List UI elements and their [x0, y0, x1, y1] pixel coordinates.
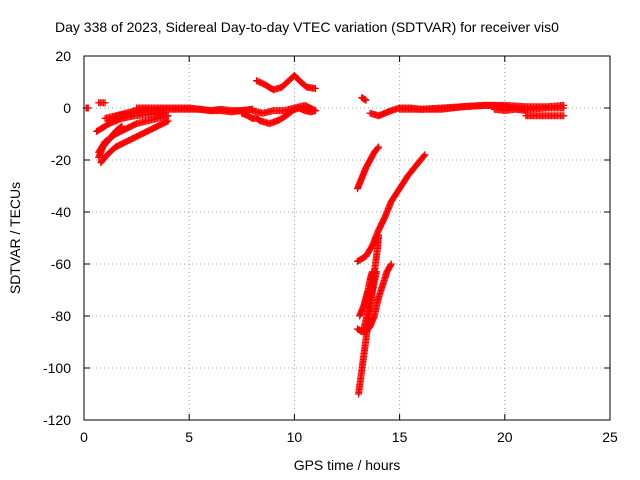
y-tick-label: -60 — [51, 256, 71, 272]
x-axis-label: GPS time / hours — [294, 457, 401, 473]
y-tick-label: -20 — [51, 152, 71, 168]
data-point — [164, 117, 172, 125]
data-point — [421, 151, 429, 159]
data-point — [101, 99, 109, 107]
y-tick-label: -40 — [51, 204, 71, 220]
y-tick-label: 0 — [63, 100, 71, 116]
data-point — [84, 104, 92, 112]
data-point — [560, 112, 568, 120]
y-tick-label: 20 — [55, 48, 71, 64]
chart-title: Day 338 of 2023, Sidereal Day-to-day VTE… — [55, 19, 559, 35]
data-point — [311, 85, 319, 92]
data-point — [374, 144, 382, 152]
data-point — [311, 107, 319, 115]
data-point — [522, 107, 530, 115]
data-point — [420, 152, 428, 160]
x-tick-label: 10 — [287, 429, 303, 445]
y-axis-label: SDTVAR / TECUs — [7, 182, 23, 294]
data-point — [375, 143, 383, 151]
x-tick-label: 15 — [392, 429, 408, 445]
grid — [84, 56, 610, 420]
y-tick-label: -80 — [51, 308, 71, 324]
data-point — [387, 260, 395, 268]
y-tick-label: -120 — [43, 412, 71, 428]
plot-frame — [83, 55, 611, 421]
data-point — [560, 104, 568, 112]
x-tick-label: 5 — [185, 429, 193, 445]
data-point — [368, 268, 376, 276]
data-point — [362, 96, 370, 104]
x-tick-label: 0 — [80, 429, 88, 445]
data-point — [386, 261, 394, 269]
x-tick-label: 25 — [602, 429, 618, 445]
data-points — [82, 72, 568, 398]
y-tick-label: -100 — [43, 360, 71, 376]
x-tick-label: 20 — [497, 429, 513, 445]
axis-ticks: 0 5 10 15 20 25 -120 -100 -80 -60 -40 -20 0 20 — [43, 48, 618, 445]
data-point — [375, 231, 383, 239]
data-point — [117, 123, 125, 131]
data-point — [118, 122, 126, 130]
